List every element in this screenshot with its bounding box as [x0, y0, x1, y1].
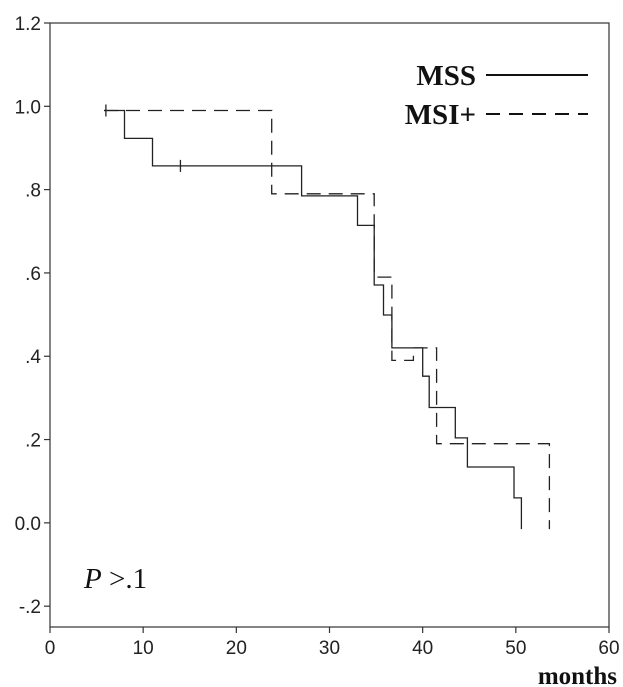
x-axis-title: months — [538, 663, 617, 687]
legend: MSS MSI+ — [405, 60, 588, 131]
legend-label-msi: MSI+ — [405, 99, 476, 131]
x-tick-label: 50 — [505, 638, 526, 659]
legend-label-mss: MSS — [416, 60, 476, 92]
y-tick-label: .2 — [25, 431, 41, 452]
y-tick-label: 1.0 — [15, 97, 41, 118]
x-tick-label: 30 — [319, 638, 340, 659]
y-axis: 1.2 1.0 .8 .6 .4 .2 0.0 -.2 — [15, 14, 50, 618]
series-line-0 — [104, 109, 523, 530]
p-value-annotation: P >.1 — [83, 563, 147, 595]
x-tick-label: 0 — [45, 638, 56, 659]
y-tick-label: -.2 — [19, 597, 41, 618]
plot-frame — [49, 22, 610, 628]
x-axis: 0 10 20 30 40 50 60 — [45, 627, 620, 659]
y-tick-label: 1.2 — [15, 14, 41, 35]
x-tick-label: 20 — [226, 638, 247, 659]
p-value-symbol: P — [83, 563, 102, 595]
y-tick-label: .8 — [25, 181, 41, 202]
y-tick-label: .4 — [25, 347, 41, 368]
x-tick-label: 60 — [598, 638, 619, 659]
x-tick-label: 40 — [412, 638, 433, 659]
series-line-1 — [104, 109, 551, 530]
y-tick-label: 0.0 — [15, 514, 41, 535]
y-tick-label: .6 — [25, 264, 41, 285]
x-tick-label: 10 — [133, 638, 154, 659]
p-value-text: >.1 — [102, 563, 147, 595]
series-layer — [104, 104, 551, 530]
